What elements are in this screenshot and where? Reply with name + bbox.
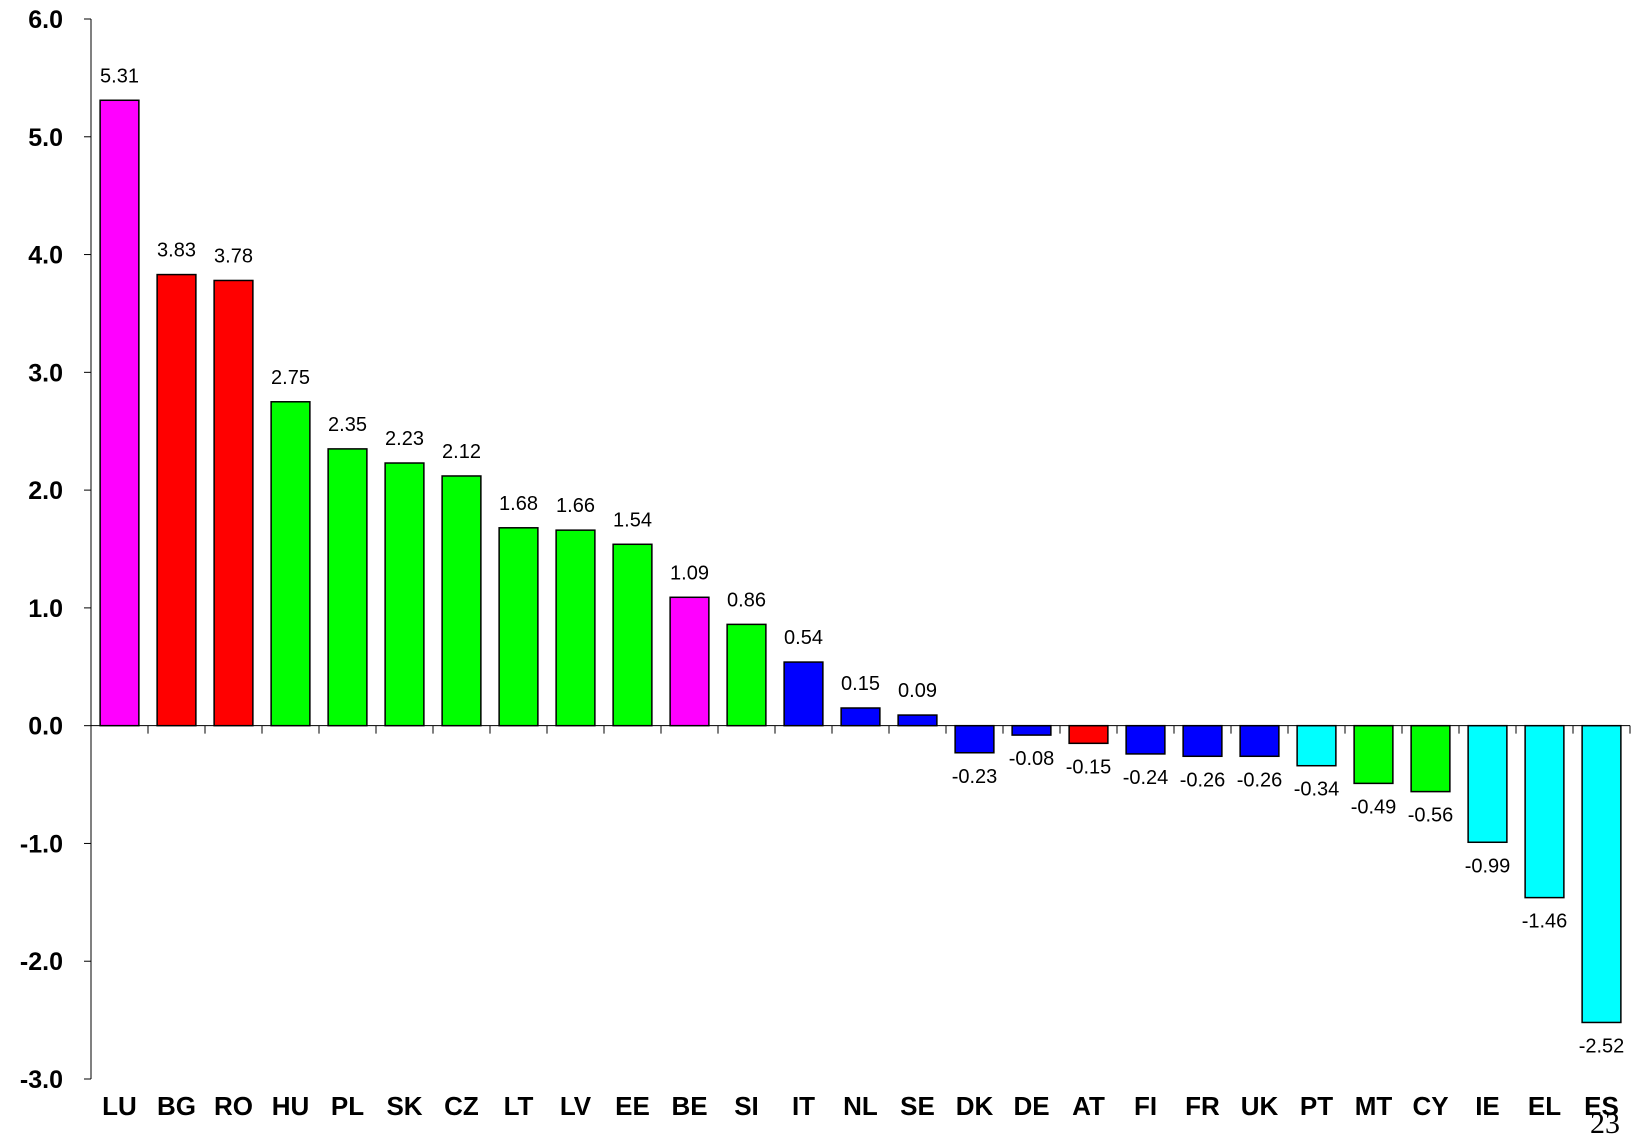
- data-label: -0.08: [1009, 748, 1055, 770]
- data-label: 2.35: [328, 414, 367, 436]
- data-label: 2.12: [442, 441, 481, 463]
- x-tick-label: CZ: [444, 1091, 479, 1121]
- x-tick-label: FR: [1185, 1091, 1220, 1121]
- x-axis-labels: LU BG RO HU PL SK CZ LT LV EE BE SI IT NL SE DK DE AT FI FR…: [102, 1091, 1619, 1121]
- bar-es: [1581, 724, 1622, 1024]
- bar-se: [897, 714, 938, 727]
- page-number: 23: [1590, 1107, 1620, 1139]
- bar-cz: [441, 475, 482, 727]
- x-tick-label: BG: [157, 1091, 196, 1121]
- y-tick-label: -2.0: [20, 948, 63, 976]
- bar-lv: [555, 529, 596, 727]
- y-tick-label: 2.0: [28, 477, 63, 505]
- y-tick-label: 4.0: [28, 242, 63, 270]
- x-tick-label: LV: [560, 1091, 592, 1121]
- y-tick-label: 3.0: [28, 359, 63, 387]
- x-tick-label: EL: [1528, 1091, 1561, 1121]
- x-tick-label: IE: [1475, 1091, 1500, 1121]
- bar-cy: [1410, 724, 1451, 793]
- x-tick-label: SE: [900, 1091, 935, 1121]
- data-label: -0.56: [1408, 805, 1454, 827]
- data-label: 0.09: [898, 680, 937, 702]
- bar-pl: [327, 448, 368, 727]
- x-tick-label: ES: [1584, 1091, 1619, 1121]
- x-tick-label: CY: [1412, 1091, 1448, 1121]
- bar-si: [726, 623, 767, 727]
- y-tick-label: 5.0: [28, 124, 63, 152]
- x-tick-label: LU: [102, 1091, 137, 1121]
- data-label: 3.83: [157, 240, 196, 262]
- x-axis-ticks: [90, 725, 1631, 734]
- y-tick-label: 1.0: [28, 595, 63, 623]
- bar-ee: [612, 543, 653, 727]
- data-label: 0.86: [727, 589, 766, 611]
- data-label: -0.23: [952, 766, 998, 788]
- bar-hu: [270, 401, 311, 727]
- bar-sk: [384, 462, 425, 727]
- data-label: 1.68: [499, 493, 538, 515]
- x-tick-label: NL: [843, 1091, 878, 1121]
- bar-lt: [498, 527, 539, 727]
- data-label: 2.75: [271, 367, 310, 389]
- data-label: -0.99: [1465, 855, 1511, 877]
- x-tick-label: HU: [272, 1091, 310, 1121]
- bar-ro: [213, 279, 254, 727]
- data-label: -0.26: [1237, 769, 1283, 791]
- bar-it: [783, 661, 824, 727]
- y-tick-label: -1.0: [20, 830, 63, 858]
- x-tick-label: LT: [504, 1091, 534, 1121]
- bar-ie: [1467, 724, 1508, 844]
- data-label: 1.66: [556, 495, 595, 517]
- data-label: 2.23: [385, 428, 424, 450]
- x-tick-label: AT: [1072, 1091, 1105, 1121]
- data-labels: 5.31 3.83 3.78 2.75 2.35 2.23 2.12 1.68 1.66 1.54…: [100, 65, 1624, 1057]
- data-label: -0.26: [1180, 769, 1226, 791]
- x-tick-label: DK: [956, 1091, 994, 1121]
- data-label: -0.34: [1294, 779, 1340, 801]
- y-tick-label: 0.0: [28, 713, 63, 741]
- data-label: -2.52: [1579, 1035, 1625, 1057]
- x-tick-label: UK: [1241, 1091, 1279, 1121]
- bar-pt: [1296, 724, 1337, 767]
- data-label: 5.31: [100, 65, 139, 87]
- data-label: 0.15: [841, 673, 880, 695]
- x-tick-label: MT: [1355, 1091, 1393, 1121]
- data-label: -0.15: [1066, 756, 1112, 778]
- data-label: 1.54: [613, 509, 652, 531]
- x-tick-label: PL: [331, 1091, 364, 1121]
- bar-fr: [1182, 724, 1223, 758]
- bar-at: [1068, 724, 1109, 745]
- bar-bg: [156, 273, 197, 727]
- bar-mt: [1353, 724, 1394, 785]
- y-axis-ticks: 6.0 5.0 4.0 3.0 2.0 1.0 0.0 -1.0 -2.0 -3.0: [20, 6, 91, 1094]
- x-tick-label: DE: [1013, 1091, 1049, 1121]
- bar-dk: [954, 724, 995, 754]
- bar-uk: [1239, 724, 1280, 758]
- data-label: 1.09: [670, 562, 709, 584]
- data-label: -0.49: [1351, 796, 1397, 818]
- bar-fi: [1125, 724, 1166, 755]
- bar-be: [669, 596, 710, 727]
- x-tick-label: SI: [734, 1091, 759, 1121]
- bar-lu: [99, 99, 140, 727]
- data-label: 0.54: [784, 627, 823, 649]
- data-label: -0.24: [1123, 767, 1169, 789]
- x-tick-label: PT: [1300, 1091, 1333, 1121]
- bar-nl: [840, 707, 881, 727]
- data-label: 3.78: [214, 245, 253, 267]
- data-label: -1.46: [1522, 911, 1568, 933]
- y-tick-label: -3.0: [20, 1066, 63, 1094]
- bars: [99, 99, 1622, 1024]
- x-tick-label: BE: [671, 1091, 707, 1121]
- y-tick-label: 6.0: [28, 6, 63, 34]
- x-tick-label: RO: [214, 1091, 253, 1121]
- x-tick-label: SK: [386, 1091, 422, 1121]
- x-tick-label: IT: [792, 1091, 815, 1121]
- x-tick-label: FI: [1134, 1091, 1157, 1121]
- x-tick-label: EE: [615, 1091, 650, 1121]
- bar-el: [1524, 724, 1565, 899]
- bar-de: [1011, 724, 1052, 736]
